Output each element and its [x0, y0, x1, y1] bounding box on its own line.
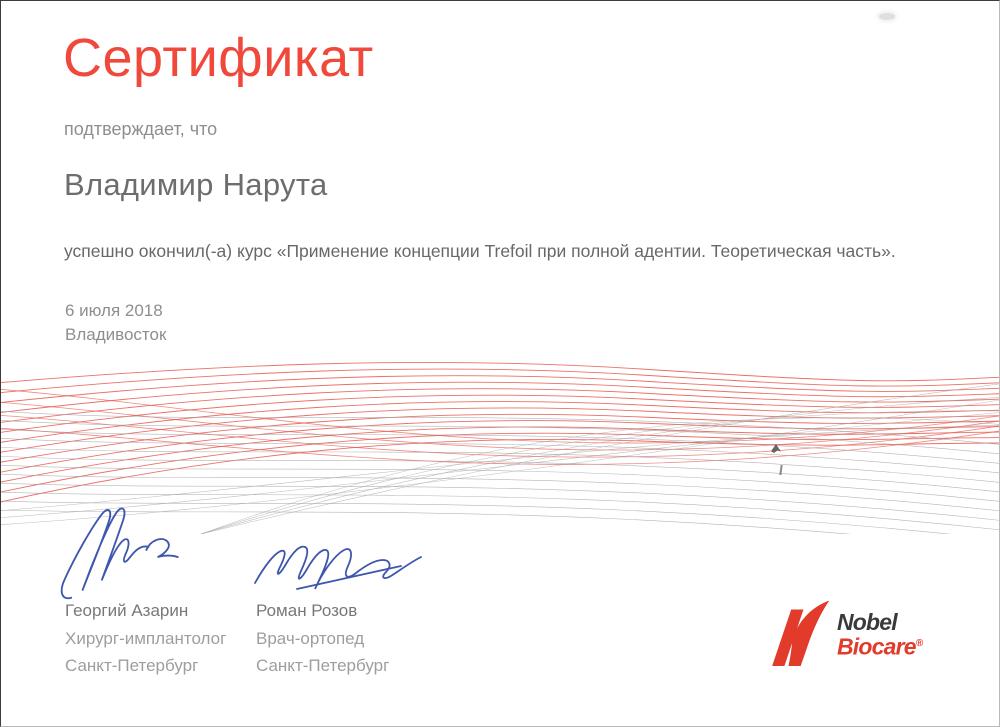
course-statement: успешно окончил(-а) курс «Применение кон…: [64, 241, 896, 261]
scan-smudge-icon: [879, 13, 895, 20]
logo-word-nobel: Nobel: [837, 608, 898, 635]
signature-rozov-icon: [254, 545, 422, 590]
recipient-name: Владимир Нарута: [64, 167, 328, 202]
signatory-name: Роман Розов: [256, 601, 358, 620]
signatory-block-azarin: Георгий Азарин Хирург-имплантолог Санкт-…: [65, 597, 226, 680]
signatory-city: Санкт-Петербург: [256, 656, 390, 675]
nobel-biocare-logo-mark-icon: [772, 600, 830, 666]
registered-trademark-icon: ®: [915, 637, 924, 649]
signatory-role: Врач-ортопед: [256, 628, 365, 648]
certificate-city: Владивосток: [65, 325, 167, 344]
certificate-date: 6 июля 2018: [65, 301, 163, 320]
nobel-biocare-logo: Nobel Biocare®: [764, 595, 954, 673]
confirmation-text: подтверждает, что: [64, 119, 218, 139]
logo-word-biocare: Biocare®: [837, 633, 924, 660]
scan-speck-icon: [771, 444, 781, 453]
signatory-name: Георгий Азарин: [65, 601, 189, 620]
date-place-block: 6 июля 2018 Владивосток: [65, 299, 166, 347]
wave-decoration: [1, 361, 999, 534]
certificate-title: Сертификат: [63, 28, 374, 88]
signatory-city: Санкт-Петербург: [65, 656, 199, 675]
signatory-block-rozov: Роман Розов Врач-ортопед Санкт-Петербург: [256, 597, 389, 680]
signatory-role: Хирург-имплантолог: [65, 628, 227, 648]
nobel-biocare-logo-text: Nobel Biocare®: [837, 608, 924, 660]
signature-azarin-icon: [60, 507, 179, 600]
